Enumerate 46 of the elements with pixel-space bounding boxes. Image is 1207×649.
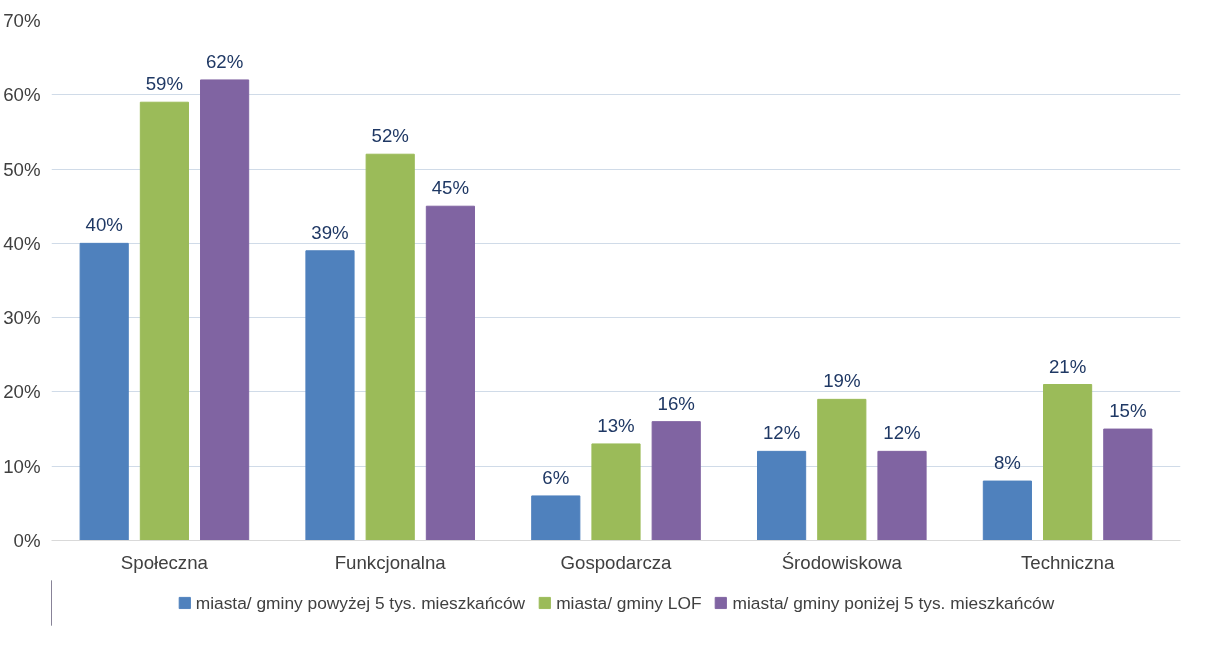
x-tick-label: Społeczna bbox=[120, 551, 209, 573]
legend-label: miasta/ gminy LOF bbox=[556, 592, 702, 613]
x-tick-label: Gospodarcza bbox=[560, 551, 673, 573]
legend-label: miasta/ gminy powyżej 5 tys. mieszkańców bbox=[195, 592, 526, 613]
bar bbox=[425, 205, 475, 541]
data-label: 45% bbox=[431, 177, 470, 199]
y-tick-label: 70% bbox=[3, 10, 41, 31]
data-label: 13% bbox=[597, 414, 635, 436]
data-label: 6% bbox=[542, 466, 570, 488]
bar bbox=[79, 242, 129, 541]
y-tick-label: 30% bbox=[3, 307, 41, 329]
data-label: 15% bbox=[1109, 400, 1147, 422]
bar bbox=[531, 495, 581, 541]
data-label: 12% bbox=[762, 422, 801, 444]
data-label: 39% bbox=[311, 221, 349, 243]
data-label: 62% bbox=[205, 50, 244, 72]
bar bbox=[1043, 384, 1093, 541]
bar bbox=[982, 480, 1032, 541]
data-label: 52% bbox=[371, 125, 409, 147]
x-tick-label: Techniczna bbox=[1020, 551, 1115, 573]
bar bbox=[757, 450, 807, 541]
y-tick-label: 0% bbox=[13, 530, 41, 551]
bar bbox=[1103, 428, 1153, 541]
data-label: 12% bbox=[883, 422, 921, 444]
data-label: 8% bbox=[993, 452, 1021, 474]
bar bbox=[877, 450, 927, 541]
bar bbox=[591, 443, 641, 541]
data-label: 59% bbox=[145, 73, 184, 95]
bar bbox=[305, 250, 355, 541]
bar bbox=[139, 101, 189, 541]
bar bbox=[365, 153, 415, 541]
y-tick-label: 50% bbox=[3, 158, 41, 180]
y-tick-label: 60% bbox=[3, 84, 41, 106]
legend-label: miasta/ gminy poniżej 5 tys. mieszkańców bbox=[732, 592, 1055, 613]
y-tick-label: 20% bbox=[3, 381, 41, 403]
data-label: 16% bbox=[657, 392, 695, 414]
data-label: 40% bbox=[85, 214, 123, 236]
y-tick-label: 10% bbox=[3, 455, 41, 477]
bar bbox=[651, 421, 701, 541]
x-tick-label: Środowiskowa bbox=[781, 551, 903, 573]
data-label: 19% bbox=[823, 370, 861, 392]
x-tick-label: Funkcjonalna bbox=[334, 551, 447, 573]
y-tick-label: 40% bbox=[3, 232, 41, 254]
data-label: 21% bbox=[1048, 355, 1087, 377]
bar bbox=[200, 79, 250, 541]
bar bbox=[817, 398, 867, 541]
